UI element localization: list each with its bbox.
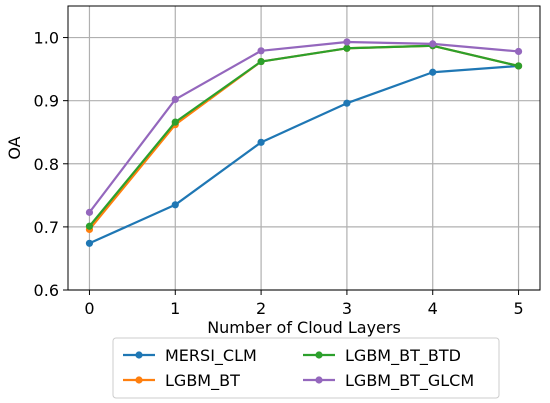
x-tick-label: 3 xyxy=(342,299,352,318)
x-tick-label: 2 xyxy=(256,299,266,318)
plot-frame xyxy=(67,5,541,291)
x-tick-label: 1 xyxy=(170,299,180,318)
data-point xyxy=(85,222,94,230)
series-line-lgbm-bt-btd xyxy=(88,44,519,227)
y-axis-title: OA xyxy=(5,136,24,159)
x-axis-title: Number of Cloud Layers xyxy=(207,318,401,337)
legend: MERSI_CLM LGBM_BT LGBM_BT_BTD LGBM_BT_GLCM xyxy=(112,337,500,399)
legend-label: LGBM_BT xyxy=(165,371,240,391)
legend-box xyxy=(112,337,500,399)
y-tick-label: 0.8 xyxy=(34,155,59,174)
series-line-lgbm-bt-glcm xyxy=(88,40,519,214)
data-point xyxy=(343,44,351,52)
x-tick-label: 4 xyxy=(428,299,438,318)
data-point xyxy=(257,138,265,146)
legend-marker xyxy=(135,376,143,384)
data-point xyxy=(257,57,265,66)
data-point xyxy=(85,208,94,216)
legend-marker xyxy=(315,351,323,359)
x-tick-label: 5 xyxy=(513,299,523,318)
series-lines xyxy=(85,38,523,247)
data-point xyxy=(429,68,437,76)
legend-label: MERSI_CLM xyxy=(165,346,257,366)
data-point xyxy=(343,99,351,107)
legend-marker xyxy=(135,351,143,359)
data-point xyxy=(514,47,523,56)
y-tick-label: 1.0 xyxy=(34,29,59,48)
legend-label: LGBM_BT_GLCM xyxy=(345,371,474,391)
x-tick-label: 0 xyxy=(84,299,94,318)
data-point xyxy=(257,47,265,55)
data-point xyxy=(429,40,437,48)
legend-label: LGBM_BT_BTD xyxy=(345,346,461,366)
data-point xyxy=(171,201,179,209)
data-point xyxy=(343,38,351,46)
data-point xyxy=(85,239,94,247)
series-line-mersi-clm xyxy=(89,64,519,245)
data-point xyxy=(514,62,523,70)
y-tick-label: 0.6 xyxy=(34,281,59,300)
legend-marker xyxy=(315,376,323,384)
data-point xyxy=(171,95,179,104)
y-tick-label: 0.7 xyxy=(34,218,59,237)
y-tick-label: 0.9 xyxy=(34,92,59,111)
axis-ticks: 0 1 2 3 4 5 0.6 0.7 0.8 0.9 1.0 xyxy=(34,29,524,318)
data-point xyxy=(171,118,179,126)
